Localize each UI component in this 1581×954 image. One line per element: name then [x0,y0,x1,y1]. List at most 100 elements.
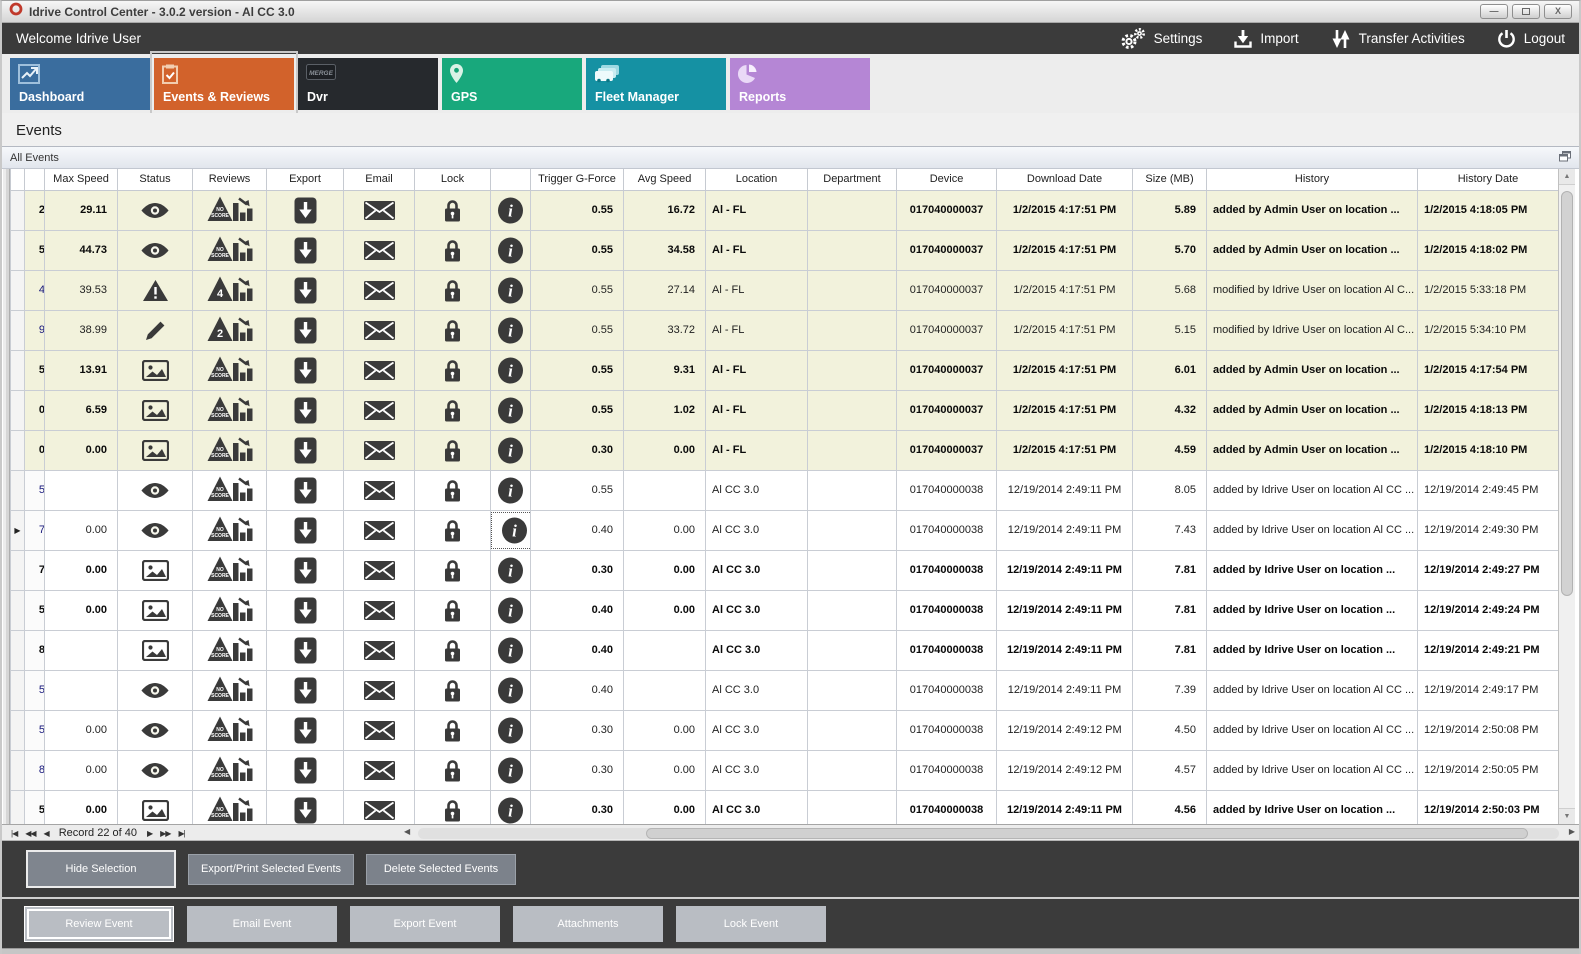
table-row[interactable]: ▶ 7 0.00 NO SCORE i 0.40 0.00 Al CC 3.0 017040000… [10,509,1559,551]
table-row[interactable]: 2 29.11 NO SCORE i 0.55 16.72 Al - FL 0170400000… [10,189,1559,231]
info-icon[interactable]: i [497,797,524,824]
table-row[interactable]: 5 44.73 NO SCORE i 0.55 34.58 Al - FL 0170400000… [10,229,1559,271]
cell-email[interactable] [343,389,415,431]
table-row[interactable]: 4 39.53 4 i 0.55 27.14 Al - FL 017040000037 1/2/… [10,269,1559,311]
column-header-export[interactable]: Export [266,169,344,191]
tab-dashboard[interactable]: Dashboard [10,58,150,110]
email-icon[interactable] [363,440,395,460]
lock-icon[interactable] [443,638,462,663]
info-icon[interactable]: i [497,677,524,704]
cell-export[interactable] [266,189,344,231]
cell-export[interactable] [266,229,344,271]
lock-icon[interactable] [443,398,462,423]
horizontal-scrollbar[interactable] [418,827,1559,839]
cell-lock[interactable] [414,189,491,231]
lock-icon[interactable] [443,678,462,703]
cell-info[interactable]: i [490,269,531,311]
cell-email[interactable] [343,709,415,751]
column-header-history[interactable]: History [1206,169,1418,191]
column-header-status[interactable]: Status [117,169,193,191]
table-row[interactable]: 5 13.91 NO SCORE i 0.55 9.31 Al - FL 01704000003… [10,349,1559,391]
column-header-ind[interactable] [10,169,25,191]
cell-export[interactable] [266,669,344,711]
cell-export[interactable] [266,589,344,631]
lock-icon[interactable] [443,598,462,623]
cell-email[interactable] [343,509,415,551]
export-icon[interactable] [294,597,317,624]
nav-prev-icon[interactable]: ◀ [43,828,50,838]
info-icon[interactable]: i [497,557,524,584]
cell-lock[interactable] [414,389,491,431]
nav-prev-page-icon[interactable]: ◀◀ [25,828,36,838]
email-icon[interactable] [363,520,395,540]
export-icon[interactable] [294,237,317,264]
cell-lock[interactable] [414,709,491,751]
info-icon[interactable]: i [497,597,524,624]
export-icon[interactable] [294,437,317,464]
column-header-device[interactable]: Device [896,169,997,191]
info-icon[interactable]: i [497,477,524,504]
lock-icon[interactable] [443,718,462,743]
review-event-button[interactable]: Review Event [24,905,174,942]
tab-dvr[interactable]: MERGE Dvr [298,58,438,110]
export-icon[interactable] [294,637,317,664]
export-icon[interactable] [294,797,317,824]
export-icon[interactable] [294,397,317,424]
cell-info[interactable]: i [490,309,531,351]
cell-lock[interactable] [414,629,491,671]
info-icon[interactable]: i [497,397,524,424]
cell-lock[interactable] [414,349,491,391]
export-icon[interactable] [294,477,317,504]
cell-lock[interactable] [414,789,491,824]
nav-last-icon[interactable]: ▶| [178,828,185,838]
cell-export[interactable] [266,629,344,671]
export-icon[interactable] [294,517,317,544]
table-row[interactable]: 5 0.00 NO SCORE i 0.30 0.00 Al CC 3.0 0170400000… [10,709,1559,751]
table-row[interactable]: 5 0.00 NO SCORE i 0.30 0.00 Al CC 3.0 0170400000… [10,789,1559,824]
email-icon[interactable] [363,640,395,660]
email-icon[interactable] [363,480,395,500]
export-icon[interactable] [294,677,317,704]
table-row[interactable]: 8 0.00 NO SCORE i 0.30 0.00 Al CC 3.0 0170400000… [10,749,1559,791]
email-icon[interactable] [363,560,395,580]
scroll-down-icon[interactable]: ▼ [1559,808,1575,824]
cell-info[interactable]: i [490,589,531,631]
lock-icon[interactable] [443,558,462,583]
table-row[interactable]: 7 0.00 NO SCORE i 0.30 0.00 Al CC 3.0 0170400000… [10,549,1559,591]
lock-icon[interactable] [443,438,462,463]
vertical-scroll-thumb[interactable] [1561,191,1573,596]
info-icon[interactable]: i [501,517,528,544]
cell-export[interactable] [266,429,344,471]
cascade-icon[interactable] [1559,150,1571,165]
table-row[interactable]: 0 0.00 NO SCORE i 0.30 0.00 Al - FL 017040000037… [10,429,1559,471]
cell-lock[interactable] [414,749,491,791]
cell-info[interactable]: i [490,669,531,711]
cell-info[interactable]: i [490,789,531,824]
email-icon[interactable] [363,760,395,780]
email-icon[interactable] [363,680,395,700]
table-row[interactable]: 5 NO SCORE i 0.55 Al CC 3.0 017040000038 12/19/… [10,469,1559,511]
export-icon[interactable] [294,557,317,584]
table-row[interactable]: 8 NO SCORE i 0.40 Al CC 3.0 017040000038 12/19/… [10,629,1559,671]
lock-icon[interactable] [443,358,462,383]
export-event-button[interactable]: Export Event [350,905,500,942]
cell-info[interactable]: i [490,429,531,471]
hscroll-right-icon[interactable]: ▶ [1568,827,1575,836]
lock-icon[interactable] [443,798,462,823]
cell-info[interactable]: i [490,229,531,271]
cell-export[interactable] [266,309,344,351]
cell-info[interactable]: i [490,389,531,431]
cell-info[interactable]: i [490,709,531,751]
hscroll-left-icon[interactable]: ◀ [404,827,411,836]
export-icon[interactable] [294,317,317,344]
email-icon[interactable] [363,240,395,260]
cell-lock[interactable] [414,269,491,311]
cell-info[interactable]: i [490,509,531,551]
maximize-button[interactable] [1512,4,1540,19]
info-icon[interactable]: i [497,277,524,304]
tab-gps[interactable]: GPS [442,58,582,110]
cell-lock[interactable] [414,229,491,271]
info-icon[interactable]: i [497,757,524,784]
nav-first-icon[interactable]: |◀ [11,828,18,838]
tab-reports[interactable]: Reports [730,58,870,110]
